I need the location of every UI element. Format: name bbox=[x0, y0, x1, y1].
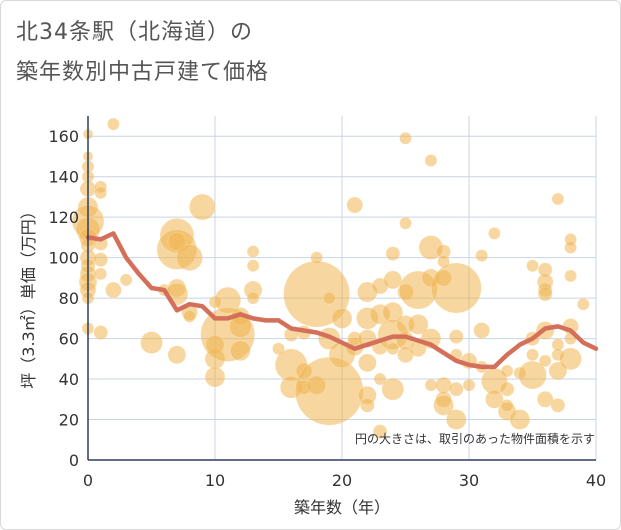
data-bubble bbox=[176, 244, 203, 271]
data-bubble bbox=[246, 259, 260, 272]
data-bubble bbox=[399, 216, 412, 230]
data-bubble bbox=[385, 246, 401, 261]
data-bubble bbox=[230, 340, 251, 361]
data-bubble bbox=[381, 377, 405, 401]
data-bubble bbox=[564, 269, 577, 283]
data-bubble bbox=[386, 342, 400, 355]
data-bubble bbox=[105, 281, 122, 299]
data-bubble bbox=[204, 366, 226, 388]
x-tick-label: 30 bbox=[459, 471, 479, 490]
data-bubble bbox=[107, 117, 120, 131]
data-bubble bbox=[500, 364, 514, 378]
data-bubble bbox=[140, 331, 163, 354]
data-bubble bbox=[183, 310, 196, 323]
data-bubble bbox=[473, 322, 490, 339]
y-tick-label: 60 bbox=[59, 330, 79, 349]
data-bubble bbox=[433, 395, 454, 416]
data-bubble bbox=[346, 196, 363, 214]
chart-title-line1: 北34条駅（北海道）の bbox=[16, 20, 253, 45]
average-line-layer bbox=[85, 231, 599, 370]
average-price-line bbox=[85, 231, 599, 370]
data-bubble bbox=[518, 360, 547, 390]
x-tick-label: 40 bbox=[586, 471, 606, 490]
data-bubble bbox=[94, 267, 107, 281]
y-tick-label: 80 bbox=[59, 289, 79, 308]
data-bubble bbox=[360, 398, 375, 413]
data-bubble bbox=[509, 409, 531, 430]
data-bubble bbox=[485, 390, 504, 409]
data-bubble bbox=[272, 342, 285, 355]
data-bubble bbox=[331, 308, 353, 329]
data-bubble bbox=[548, 361, 568, 381]
chart-title-line2: 築年数別中古戸建て価格 bbox=[16, 60, 270, 85]
axes bbox=[87, 116, 596, 461]
data-bubble bbox=[577, 297, 590, 311]
data-bubble bbox=[526, 259, 539, 272]
data-bubble bbox=[407, 314, 429, 335]
x-tick-label: 0 bbox=[83, 471, 93, 490]
data-bubble bbox=[431, 262, 482, 314]
y-tick-label: 140 bbox=[48, 168, 79, 187]
x-axis-label: 築年数（年） bbox=[294, 498, 390, 517]
data-bubble bbox=[167, 345, 187, 365]
data-bubble bbox=[246, 291, 260, 305]
y-tick-label: 120 bbox=[48, 208, 79, 227]
data-bubble bbox=[538, 354, 552, 368]
data-bubble bbox=[295, 356, 364, 426]
data-bubble bbox=[246, 245, 260, 258]
bubble-layer bbox=[71, 117, 590, 439]
data-bubble bbox=[488, 227, 501, 240]
data-bubble bbox=[550, 398, 566, 413]
data-bubble bbox=[500, 399, 514, 412]
data-bubble bbox=[310, 251, 323, 264]
y-tick-label: 40 bbox=[59, 370, 79, 389]
data-bubble bbox=[449, 381, 464, 397]
y-tick-label: 0 bbox=[69, 451, 79, 470]
data-bubble bbox=[93, 252, 108, 267]
data-bubble bbox=[475, 249, 488, 262]
data-bubble bbox=[399, 132, 412, 145]
y-axis-label: 坪（3.3㎡）単価（万円） bbox=[19, 203, 38, 388]
data-bubble bbox=[499, 381, 515, 397]
data-bubble bbox=[435, 376, 452, 394]
data-bubble bbox=[462, 378, 476, 392]
data-bubble bbox=[189, 193, 216, 221]
data-bubble bbox=[93, 325, 108, 340]
data-bubble bbox=[323, 291, 336, 305]
data-bubble bbox=[564, 241, 577, 254]
data-bubble bbox=[358, 353, 377, 373]
tick-labels: 0 20 40 60 80 100 120 140 160 0 10 20 30 40 bbox=[48, 127, 606, 490]
data-bubble bbox=[551, 192, 565, 206]
data-bubble bbox=[94, 186, 107, 200]
data-bubble bbox=[526, 348, 539, 362]
data-bubble bbox=[537, 286, 553, 302]
data-bubble bbox=[446, 409, 467, 430]
data-bubble bbox=[424, 378, 438, 392]
data-bubble bbox=[167, 232, 187, 251]
data-bubble bbox=[536, 391, 554, 408]
data-bubble bbox=[119, 273, 133, 287]
x-tick-label: 20 bbox=[332, 471, 352, 490]
data-bubble bbox=[383, 270, 403, 290]
data-bubble bbox=[424, 154, 438, 167]
data-bubble bbox=[559, 347, 582, 371]
data-bubble bbox=[449, 329, 464, 344]
data-bubble bbox=[373, 372, 387, 386]
bubble-size-note: 円の大きさは、取引のあった物件面積を示す bbox=[355, 431, 595, 446]
data-bubble bbox=[372, 424, 388, 439]
y-tick-label: 20 bbox=[59, 411, 79, 430]
y-tick-label: 160 bbox=[48, 127, 79, 146]
x-tick-label: 10 bbox=[205, 471, 225, 490]
y-tick-label: 100 bbox=[48, 249, 79, 268]
